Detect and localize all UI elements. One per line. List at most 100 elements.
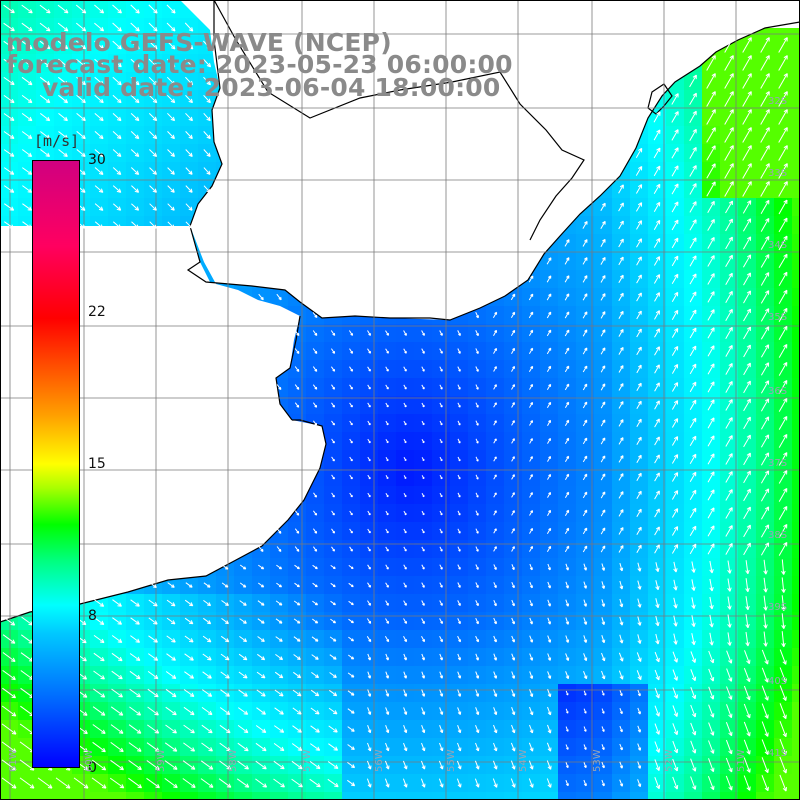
wind-arrow: [708, 686, 715, 700]
wind-arrow: [312, 348, 318, 354]
wind-arrow: [149, 185, 157, 193]
wind-arrow: [184, 58, 194, 68]
wind-arrow: [654, 292, 660, 302]
wind-arrow: [779, 685, 787, 701]
wind-cell: [522, 792, 541, 800]
wind-cell: [792, 54, 800, 73]
wind-arrow: [165, 724, 177, 734]
wind-arrow: [778, 127, 788, 143]
wind-arrow: [546, 329, 552, 337]
wind-cell: [792, 612, 800, 631]
wind-arrow: [601, 581, 606, 589]
wind-arrow: [385, 402, 389, 408]
wind-arrow: [220, 635, 230, 643]
wind-arrow: [637, 562, 642, 572]
wind-arrow: [58, 94, 69, 104]
wind-arrow: [475, 474, 479, 480]
wind-arrow: [475, 438, 479, 444]
wind-arrow: [778, 379, 788, 394]
wind-cell: [792, 558, 800, 577]
wind-arrow: [529, 635, 534, 643]
wind-arrow: [439, 384, 443, 390]
lat-label: 37S: [768, 458, 788, 469]
wind-arrow: [457, 600, 461, 607]
wind-arrow: [726, 668, 733, 682]
wind-arrow: [689, 165, 697, 177]
wind-arrow: [726, 650, 733, 664]
wind-arrow: [654, 669, 660, 681]
wind-arrow: [200, 760, 214, 770]
wind-arrow: [600, 347, 606, 355]
wind-arrow: [219, 760, 232, 770]
wind-arrow: [564, 545, 570, 553]
wind-arrow: [130, 167, 140, 175]
wind-arrow: [239, 635, 248, 643]
wind-arrow: [294, 348, 300, 354]
wind-arrow: [492, 778, 498, 788]
wind-arrow: [439, 564, 443, 570]
lat-label: 39S: [768, 602, 788, 613]
wind-arrow: [94, 4, 105, 14]
wind-arrow: [1, 741, 17, 753]
wind-arrow: [493, 689, 498, 697]
wind-arrow: [112, 76, 122, 86]
wind-arrow: [760, 235, 770, 250]
wind-arrow: [331, 492, 335, 498]
wind-arrow: [475, 635, 479, 643]
wind-arrow: [439, 653, 443, 661]
wind-arrow: [403, 457, 407, 462]
wind-arrow: [203, 40, 212, 50]
wind-arrow: [707, 236, 715, 249]
wind-arrow: [185, 131, 193, 140]
wind-arrow: [3, 167, 15, 175]
wind-arrow: [385, 420, 389, 426]
wind-arrow: [654, 687, 660, 699]
wind-arrow: [727, 596, 732, 610]
wind-arrow: [725, 290, 733, 303]
colorbar-gradient: [32, 160, 80, 768]
wind-arrow: [689, 110, 697, 124]
wind-arrow: [671, 472, 679, 482]
wind-cell: [792, 648, 800, 667]
wind-cell: [342, 792, 361, 800]
wind-arrow: [331, 528, 335, 534]
wind-arrow: [3, 4, 15, 14]
wind-arrow: [707, 218, 715, 231]
wind-arrow: [689, 327, 697, 339]
wind-arrow: [724, 181, 734, 197]
wind-arrow: [618, 365, 624, 373]
wind-arrow: [671, 508, 679, 518]
wind-arrow: [493, 582, 497, 589]
wind-arrow: [671, 309, 679, 320]
wind-arrow: [421, 420, 425, 426]
wind-arrow: [672, 705, 678, 717]
wind-arrow: [760, 217, 770, 232]
wind-arrow: [726, 686, 733, 700]
wind-arrow: [439, 330, 443, 336]
wind-arrow: [258, 582, 265, 588]
wind-arrow: [148, 40, 158, 50]
wind-arrow: [619, 616, 624, 626]
wind-arrow: [3, 616, 16, 626]
wind-arrow: [546, 778, 552, 788]
wind-arrow: [529, 563, 533, 571]
wind-arrow: [725, 218, 733, 232]
wind-arrow: [327, 778, 339, 788]
wind-arrow: [619, 598, 624, 608]
wind-arrow: [742, 236, 752, 250]
wind-arrow: [294, 528, 300, 534]
wind-arrow: [421, 475, 425, 480]
wind-cell: [792, 594, 800, 613]
wind-arrow: [385, 456, 389, 462]
wind-arrow: [707, 471, 715, 483]
wind-arrow: [274, 707, 284, 715]
wind-arrow: [511, 599, 515, 607]
wind-arrow: [128, 777, 143, 789]
wind-arrow: [742, 73, 752, 89]
wind-arrow: [493, 742, 498, 752]
wind-arrow: [403, 366, 407, 372]
wind-arrow: [166, 617, 176, 625]
wind-arrow: [22, 185, 33, 193]
wind-arrow: [347, 708, 355, 714]
